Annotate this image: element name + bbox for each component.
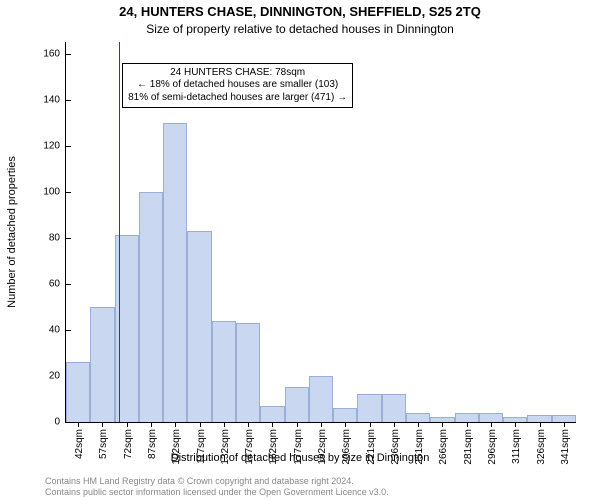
x-tick [248, 422, 249, 427]
x-tick [418, 422, 419, 427]
histogram-bar [382, 394, 406, 422]
y-tick [66, 54, 71, 55]
annotation-line: ← 18% of detached houses are smaller (10… [128, 79, 347, 92]
histogram-bar [309, 376, 333, 422]
x-tick [442, 422, 443, 427]
histogram-bar [90, 307, 114, 422]
y-tick [66, 192, 71, 193]
x-tick [370, 422, 371, 427]
histogram-bar [187, 231, 211, 422]
footer-line-1: Contains HM Land Registry data © Crown c… [45, 476, 389, 487]
histogram-bar [66, 362, 90, 422]
y-tick-label: 40 [49, 324, 66, 335]
x-tick [564, 422, 565, 427]
annotation-box: 24 HUNTERS CHASE: 78sqm← 18% of detached… [122, 63, 353, 109]
chart-title-sub: Size of property relative to detached ho… [0, 22, 600, 36]
histogram-bar [212, 321, 236, 422]
y-tick-label: 80 [49, 232, 66, 243]
y-tick [66, 100, 71, 101]
histogram-bar [139, 192, 163, 422]
x-tick [491, 422, 492, 427]
footer-line-2: Contains public sector information licen… [45, 487, 389, 498]
y-tick-label: 140 [43, 94, 66, 105]
reference-line [119, 42, 120, 422]
x-tick [175, 422, 176, 427]
histogram-bar [455, 413, 479, 422]
histogram-bar [285, 387, 309, 422]
histogram-bar [527, 415, 551, 422]
x-tick [127, 422, 128, 427]
y-tick [66, 284, 71, 285]
y-tick-label: 160 [43, 48, 66, 59]
histogram-bar [260, 406, 284, 422]
y-tick [66, 422, 71, 423]
x-tick [540, 422, 541, 427]
x-axis-label: Distribution of detached houses by size … [0, 452, 600, 464]
x-tick [200, 422, 201, 427]
x-tick [467, 422, 468, 427]
x-tick [102, 422, 103, 427]
chart-title-main: 24, HUNTERS CHASE, DINNINGTON, SHEFFIELD… [0, 4, 600, 19]
x-tick [297, 422, 298, 427]
annotation-line: 81% of semi-detached houses are larger (… [128, 92, 347, 105]
x-tick [224, 422, 225, 427]
footer-attribution: Contains HM Land Registry data © Crown c… [45, 476, 389, 498]
histogram-bar [552, 415, 576, 422]
x-tick [515, 422, 516, 427]
x-tick [321, 422, 322, 427]
y-tick [66, 238, 71, 239]
y-tick [66, 146, 71, 147]
plot-area: 02040608010012014016042sqm57sqm72sqm87sq… [65, 42, 576, 423]
annotation-line: 24 HUNTERS CHASE: 78sqm [128, 67, 347, 80]
histogram-bar [163, 123, 187, 422]
histogram-bar [357, 394, 381, 422]
x-tick [345, 422, 346, 427]
y-tick-label: 0 [54, 417, 66, 428]
histogram-bar [333, 408, 357, 422]
x-tick [78, 422, 79, 427]
x-tick [151, 422, 152, 427]
histogram-bar [406, 413, 430, 422]
y-tick-label: 100 [43, 186, 66, 197]
x-tick [272, 422, 273, 427]
histogram-bar [479, 413, 503, 422]
histogram-bar [236, 323, 260, 422]
chart-container: 24, HUNTERS CHASE, DINNINGTON, SHEFFIELD… [0, 0, 600, 500]
y-tick-label: 20 [49, 370, 66, 381]
x-tick [394, 422, 395, 427]
y-tick-label: 60 [49, 278, 66, 289]
y-tick-label: 120 [43, 140, 66, 151]
y-tick [66, 330, 71, 331]
